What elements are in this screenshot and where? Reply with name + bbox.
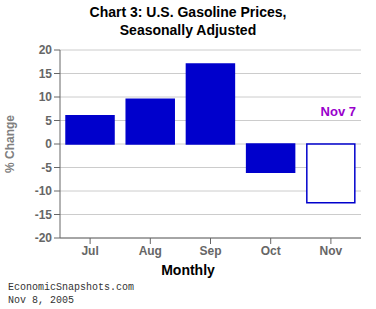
svg-text:20: 20 [39,43,53,57]
svg-text:Oct: Oct [261,244,281,258]
svg-text:Nov: Nov [320,244,343,258]
svg-text:10: 10 [39,90,53,104]
html-text:Monthly: Monthly [161,262,215,278]
svg-text:15: 15 [39,67,53,81]
html-text:Nov 8, 2005: Nov 8, 2005 [8,295,74,306]
html-text:EconomicSnapshots.com: EconomicSnapshots.com [8,282,134,293]
svg-text:0: 0 [45,137,52,151]
svg-text:-20: -20 [35,231,53,245]
html-text:Nov 7: Nov 7 [320,104,356,119]
svg-text:% Change: % Change [8,115,17,173]
html-text:Seasonally Adjusted: Seasonally Adjusted [119,22,257,38]
svg-text:5: 5 [45,114,52,128]
svg-text:-15: -15 [35,208,53,222]
html-text:Chart 3: U.S. Gasoline Prices,: Chart 3: U.S. Gasoline Prices, [89,4,287,20]
svg-text:-5: -5 [41,161,52,175]
svg-text:-10: -10 [35,184,53,198]
svg-text:Aug: Aug [139,244,162,258]
svg-text:Jul: Jul [81,244,98,258]
svg-text:Sep: Sep [199,244,221,258]
